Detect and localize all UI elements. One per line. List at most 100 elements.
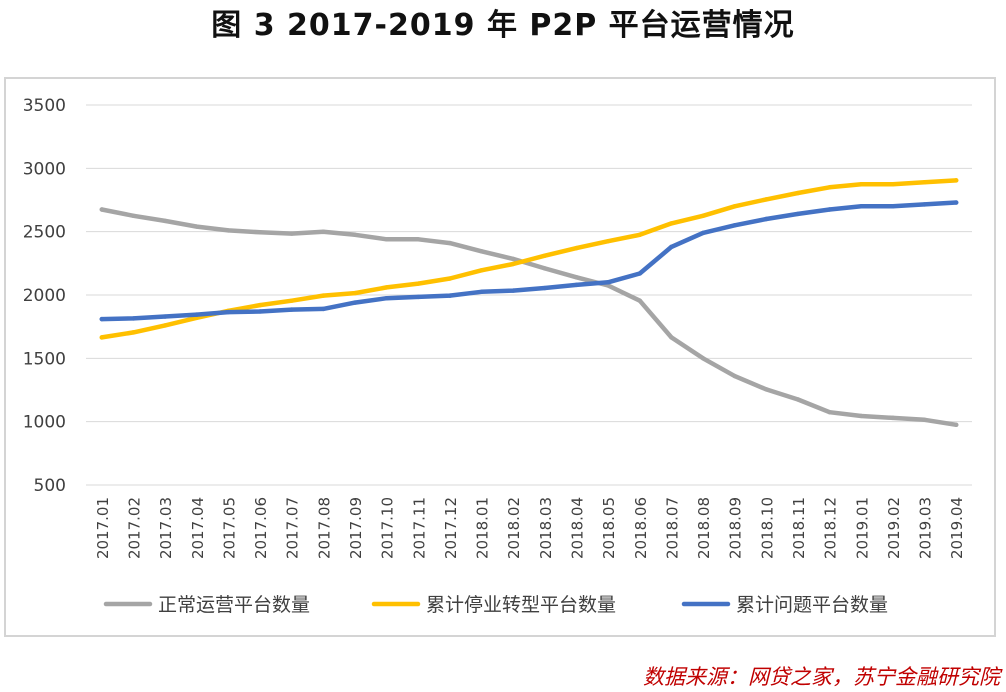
data-point [352, 290, 358, 296]
data-point [574, 282, 579, 288]
data-point [321, 229, 326, 234]
data-point [131, 330, 136, 335]
data-point [827, 185, 832, 190]
data-point [384, 237, 389, 242]
data-point [131, 316, 136, 321]
x-tick-label: 2017.06 [252, 497, 270, 559]
grid-lines [86, 104, 972, 486]
x-tick-label: 2017.01 [94, 497, 112, 559]
figure-title: 图 3 2017-2019 年 P2P 平台运营情况 [211, 8, 795, 43]
data-point [99, 316, 105, 322]
x-tick-label: 2017.11 [410, 497, 428, 559]
y-tick-label: 1000 [23, 413, 66, 433]
data-point [859, 204, 864, 209]
data-point [605, 280, 611, 285]
data-point [321, 306, 326, 312]
data-point [447, 276, 453, 281]
series-line [99, 200, 959, 322]
x-tick-label: 2017.02 [125, 497, 143, 559]
x-axis-ticks: 2017.01 2017.02 2017.03 2017.04 2017.05 2017.… [94, 497, 966, 559]
data-point [384, 285, 389, 290]
series-line [99, 207, 959, 428]
x-tick-label: 2017.09 [347, 497, 365, 559]
x-tick-label: 2017.10 [379, 497, 397, 559]
data-point [416, 294, 421, 300]
x-tick-label: 2018.03 [537, 497, 555, 559]
x-tick-label: 2017.08 [315, 497, 333, 559]
data-point [669, 221, 674, 226]
data-point [795, 211, 801, 217]
legend-label: 累计停业转型平台数量 [426, 594, 616, 616]
y-tick-label: 2000 [23, 286, 66, 306]
data-point [510, 256, 516, 262]
data-point [162, 314, 168, 319]
data-point [289, 307, 294, 312]
data-point [574, 275, 579, 280]
x-tick-label: 2018.09 [727, 497, 745, 559]
data-point [194, 312, 199, 317]
data-point [795, 190, 801, 196]
data-point [637, 298, 642, 303]
data-point [226, 309, 231, 315]
legend: 正常运营平台数量 累计停业转型平台数量 累计问题平台数量 [103, 594, 888, 616]
series-line [99, 178, 959, 340]
series-group [99, 200, 959, 322]
data-point [890, 181, 896, 187]
data-point [859, 413, 864, 419]
data-point [479, 268, 484, 273]
x-tick-label: 2018.06 [632, 497, 650, 559]
data-point [99, 335, 105, 340]
data-point [542, 253, 548, 258]
data-point [352, 232, 358, 238]
data-point [764, 387, 769, 392]
data-point [321, 293, 326, 298]
x-tick-label: 2018.08 [695, 497, 713, 559]
data-point [953, 178, 959, 183]
data-point [637, 271, 642, 276]
y-axis-ticks: 500 1000 1500 2000 2500 3000 3500 [23, 96, 66, 496]
data-point [99, 207, 105, 212]
data-point [669, 335, 674, 340]
data-point [700, 356, 706, 361]
data-point [542, 266, 548, 271]
y-tick-label: 2500 [23, 223, 66, 243]
x-tick-label: 2019.03 [917, 497, 935, 559]
x-tick-label: 2018.05 [600, 497, 618, 559]
data-point [162, 218, 168, 224]
data-point [416, 281, 421, 286]
data-point [605, 238, 611, 244]
x-tick-label: 2017.07 [284, 497, 302, 559]
data-point [700, 213, 706, 219]
data-point [859, 181, 864, 187]
series-lines [99, 178, 959, 428]
x-tick-label: 2018.01 [474, 497, 492, 559]
data-point [700, 230, 706, 236]
data-point [257, 302, 263, 308]
x-tick-label: 2017.04 [189, 497, 207, 559]
y-tick-label: 3000 [23, 159, 66, 179]
data-point [827, 409, 832, 415]
x-tick-label: 2019.04 [948, 497, 966, 559]
data-point [669, 244, 674, 250]
data-point [352, 300, 358, 305]
data-point [447, 240, 453, 246]
data-point [953, 422, 959, 428]
data-point [384, 295, 389, 301]
x-tick-label: 2019.01 [853, 497, 871, 559]
series-group [99, 207, 959, 428]
legend-item: 正常运营平台数量 [103, 594, 310, 616]
x-tick-label: 2018.02 [505, 497, 523, 559]
chart-frame: 500 1000 1500 2000 2500 3000 3500 2017.01 2017.… [4, 77, 996, 637]
data-point [890, 204, 896, 209]
x-tick-label: 2018.11 [790, 497, 808, 559]
data-point [953, 200, 959, 205]
data-point [131, 213, 136, 219]
legend-label: 正常运营平台数量 [158, 594, 310, 616]
y-tick-label: 1500 [23, 349, 66, 369]
data-point [574, 245, 579, 251]
series-group [99, 178, 959, 340]
data-point [289, 298, 294, 303]
data-point [447, 293, 453, 298]
data-point [226, 228, 231, 233]
data-point [827, 207, 832, 212]
